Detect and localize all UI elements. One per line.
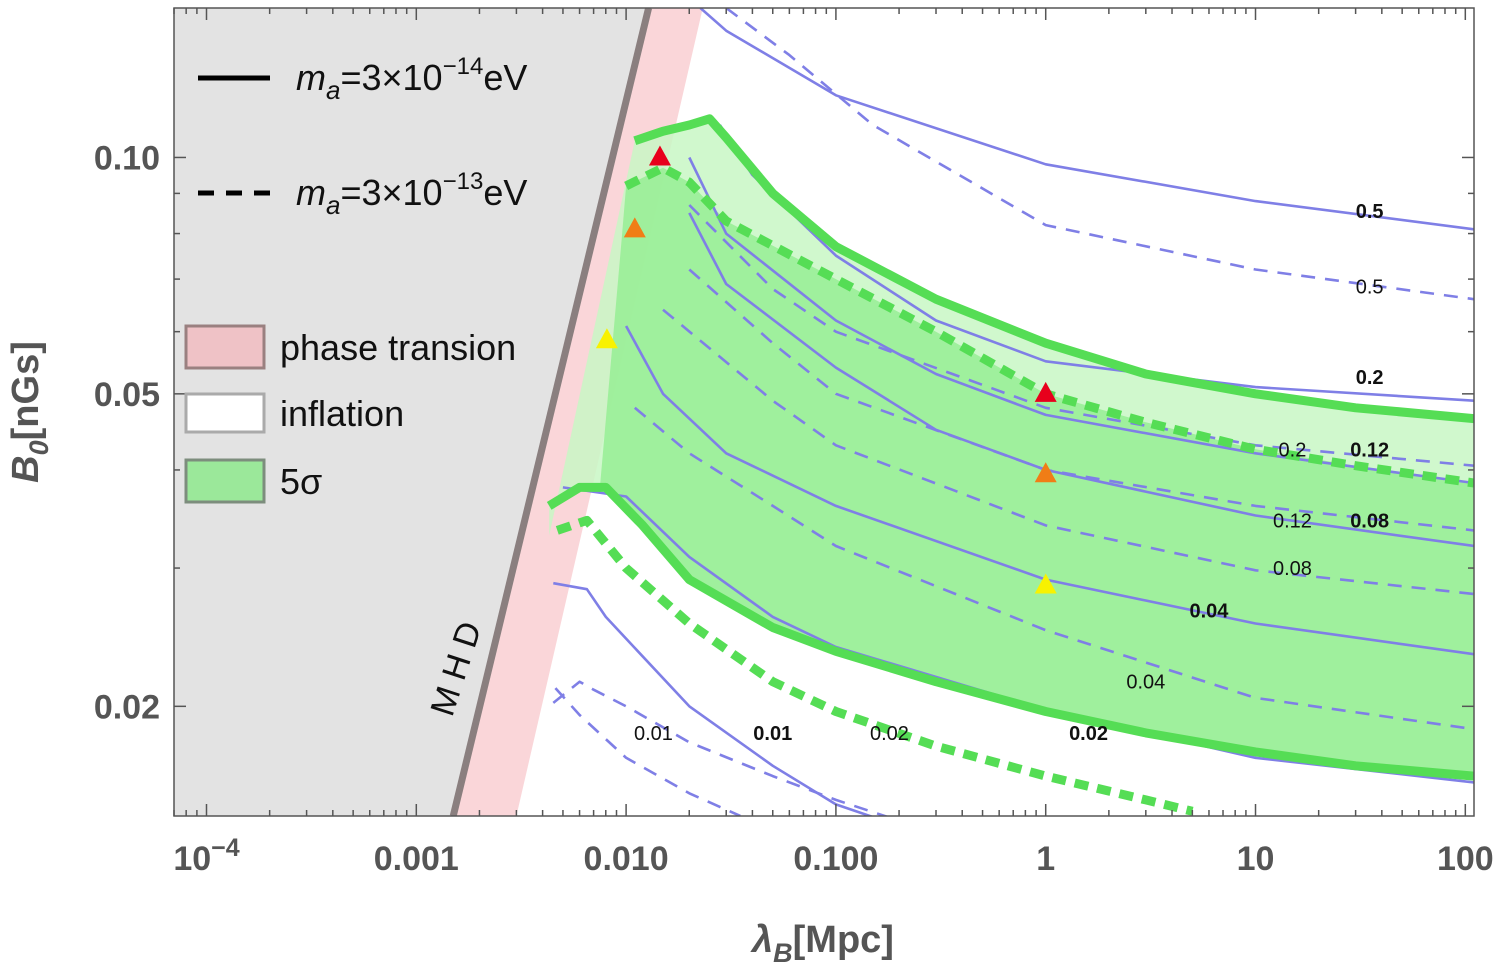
five-sigma-boundary: [624, 163, 1474, 488]
contour-label: 0.2: [1356, 367, 1384, 389]
legend-item-5sigma: 5σ: [184, 458, 322, 504]
legend-dashed-label: ma=3×10−13eV: [296, 168, 527, 220]
x-axis-label: λB[Mpc]: [750, 919, 894, 968]
legend-swatch-5sigma: [184, 458, 266, 504]
contour-label: 0.02: [1069, 723, 1108, 745]
contour-line: [699, 8, 1474, 231]
legend-item-solid: ma=3×10−14eV: [198, 53, 527, 105]
marker-triangle: [1034, 462, 1057, 483]
y-axis-label: B0[nGs]: [5, 341, 54, 483]
contour-label: 0.08: [1350, 510, 1389, 532]
x-tick-label: 10: [1237, 840, 1275, 878]
x-tick-label: 0.010: [584, 840, 669, 878]
five-sigma-boundaries: [546, 114, 1474, 816]
legend-label-inflation: inflation: [280, 393, 404, 434]
contour-lines: [552, 8, 1474, 816]
contour-label: 0.12: [1350, 439, 1389, 461]
x-tick-label: 0.100: [793, 840, 878, 878]
contour-label: 0.04: [1189, 600, 1229, 622]
marker-triangle: [1034, 381, 1057, 402]
five-sigma-inner-region: [599, 167, 1474, 777]
mhd-boundary-line: [449, 8, 652, 816]
x-tick-label: 100: [1437, 840, 1494, 878]
plot-frame: [173, 7, 1475, 817]
contour-label: 0.02: [870, 723, 909, 745]
marker-triangle: [648, 145, 671, 166]
y-tick-label: 0.02: [94, 688, 160, 726]
contour-line: [688, 156, 1474, 485]
contour-label: 0.01: [634, 723, 673, 745]
legend: ma=3×10−14eV ma=3×10−13eV phase transion…: [184, 53, 527, 504]
five-sigma-boundary: [546, 482, 1474, 781]
marker-triangle: [1034, 573, 1057, 594]
contour-line: [554, 687, 741, 816]
contour-line: [624, 325, 1474, 656]
legend-label-phase-transition: phase transion: [280, 327, 516, 368]
contour-label: 0.12: [1273, 510, 1312, 532]
x-tick-label: 0.001: [374, 840, 459, 878]
contour-label: 0.5: [1356, 201, 1384, 223]
contour-line: [633, 406, 1474, 731]
y-tick-label: 0.10: [94, 139, 160, 177]
axis-ticks: [173, 8, 1474, 816]
legend-item-dashed: ma=3×10−13eV: [198, 168, 527, 220]
x-tick-label: 1: [1036, 840, 1055, 878]
contour-labels: 0.5 0.5 0.2 0.2 0.12 0.12 0.08 0.08 0.04 0.04 0.01…: [634, 201, 1389, 745]
five-sigma-boundary: [633, 114, 1474, 424]
contour-label: 0.04: [1126, 672, 1165, 694]
mhd-excluded-region: [174, 8, 649, 816]
marker-triangle: [595, 328, 618, 349]
contour-label: 0.5: [1356, 276, 1384, 298]
legend-swatch-phase-transition: [184, 324, 266, 370]
contour-label: 0.2: [1279, 439, 1307, 461]
legend-item-phase-transition: phase transion: [184, 324, 516, 370]
plot-area: 0.5 0.5 0.2 0.2 0.12 0.12 0.08 0.08 0.04 0.04 0.01…: [174, 8, 1474, 816]
marker-triangle: [623, 217, 646, 238]
x-tick-labels: 10−4 0.001 0.010 0.100 1 10 100: [173, 834, 1493, 878]
contour-line: [688, 204, 1474, 467]
benchmark-markers: [595, 145, 1057, 594]
legend-solid-label: ma=3×10−14eV: [296, 53, 527, 105]
legend-swatch-inflation: [184, 392, 266, 434]
x-tick-label: 10−4: [173, 834, 239, 878]
contour-label: 0.08: [1273, 558, 1312, 580]
y-tick-labels: 0.10 0.05 0.02: [94, 139, 160, 726]
contour-label: 0.01: [753, 723, 792, 745]
contour-line: [552, 680, 889, 816]
legend-item-inflation: inflation: [184, 392, 404, 434]
legend-label-5sigma: 5σ: [280, 461, 322, 502]
y-tick-label: 0.05: [94, 376, 160, 414]
